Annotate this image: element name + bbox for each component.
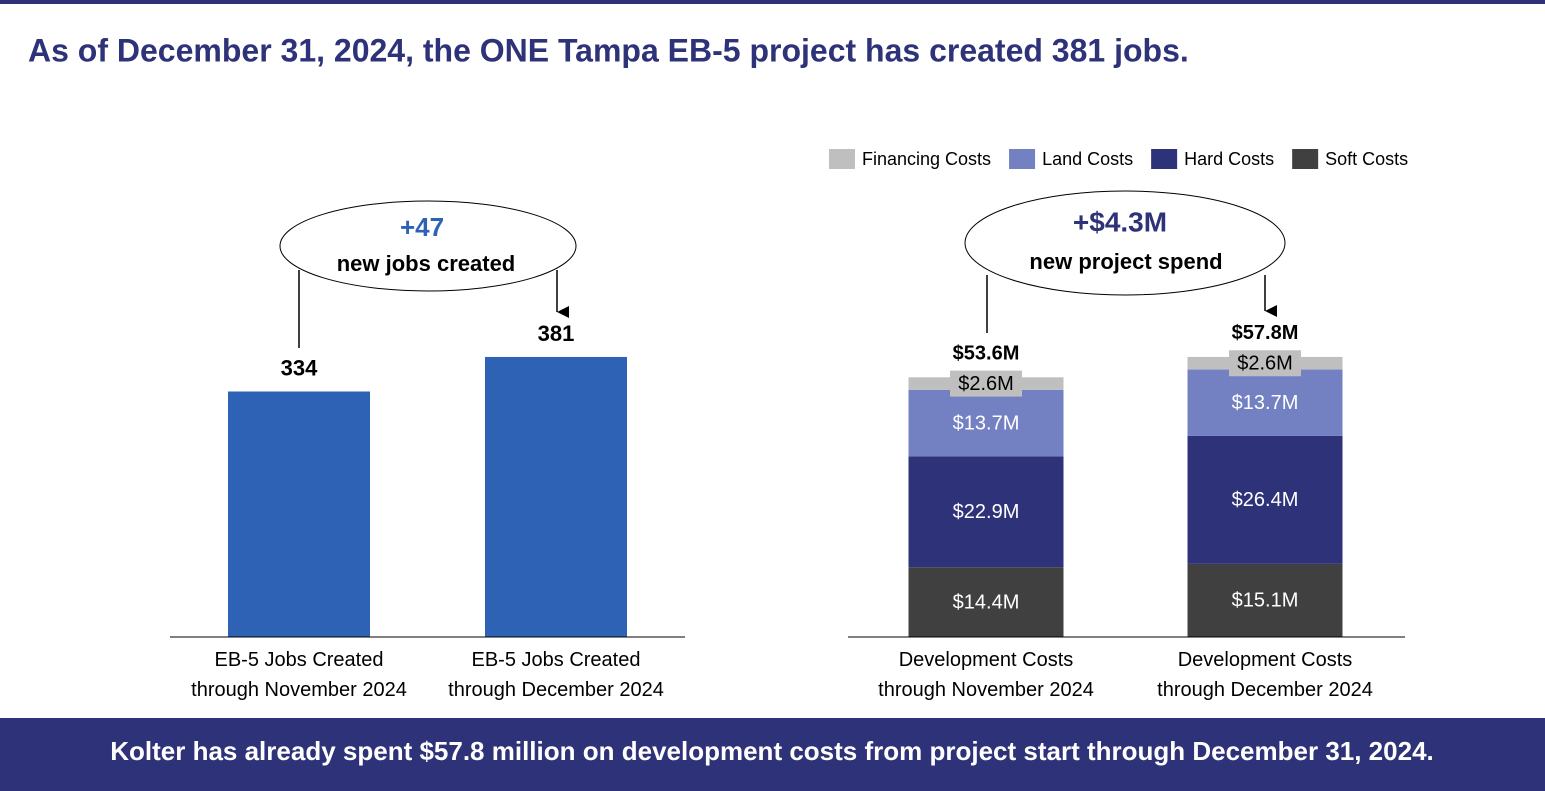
segment-label: $26.4M (1232, 489, 1299, 511)
label-box (950, 370, 1022, 397)
segment-label: $13.7M (953, 412, 1020, 434)
slide-title: As of December 31, 2024, the ONE Tampa E… (28, 32, 1189, 68)
value-label: 334 (281, 355, 318, 380)
bar (485, 356, 627, 637)
segment-label: $15.1M (1232, 590, 1299, 612)
legend-label: Land Costs (1042, 149, 1133, 169)
value-label: 381 (538, 321, 575, 346)
bar-segment (908, 456, 1064, 568)
legend-swatch (829, 149, 855, 169)
bar-segment (908, 567, 1064, 637)
segment-label: $2.6M (958, 373, 1014, 395)
total-label: $57.8M (1232, 322, 1299, 344)
label-box (1229, 350, 1301, 377)
bar-segment (908, 389, 1064, 457)
footer-text: Kolter has already spent $57.8 million o… (110, 736, 1434, 766)
top-rule (0, 0, 1545, 4)
legend-label: Soft Costs (1325, 149, 1408, 169)
callout-value: +47 (400, 212, 444, 242)
x-tick-label: EB-5 Jobs Created through December 2024 (448, 649, 664, 701)
callout-text: new jobs created (337, 251, 516, 276)
x-tick-label: EB-5 Jobs Created through November 2024 (191, 649, 407, 701)
x-tick-label: Development Costs through November 2024 (878, 649, 1094, 701)
callout-text: new project spend (1029, 249, 1222, 274)
segment-label: $2.6M (1237, 353, 1293, 375)
segment-label: $13.7M (1232, 392, 1299, 414)
total-label: $53.6M (953, 343, 1020, 365)
legend-swatch (1151, 149, 1178, 169)
callout-bubble (279, 200, 577, 292)
legend-label: Hard Costs (1184, 149, 1274, 169)
bar-segment (1187, 563, 1343, 637)
bar-segment (1187, 435, 1343, 564)
callout-bubble (964, 190, 1286, 296)
segment-label: $14.4M (953, 591, 1020, 613)
legend-swatch (1009, 149, 1036, 169)
x-tick-label: Development Costs through December 2024 (1157, 649, 1373, 701)
callout-value: +$4.3M (1073, 206, 1167, 237)
bar (228, 391, 370, 637)
legend-swatch (1292, 149, 1319, 169)
legend-label: Financing Costs (862, 149, 991, 169)
segment-label: $22.9M (953, 501, 1020, 523)
bar-segment (1187, 369, 1343, 436)
footer-band (0, 718, 1545, 791)
